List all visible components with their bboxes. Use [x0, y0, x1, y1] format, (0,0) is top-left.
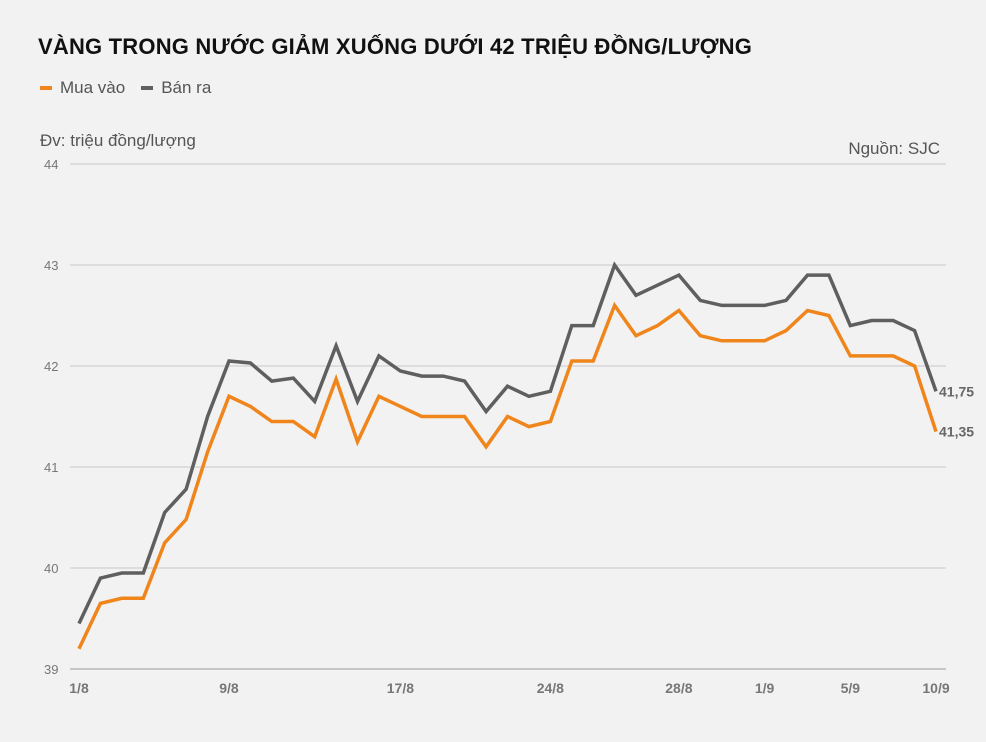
end-labels: 41,35 41,75 [939, 383, 974, 439]
legend-label-sell: Bán ra [161, 78, 212, 97]
end-label-sell: 41,75 [939, 383, 974, 399]
y-tick-label: 41 [44, 460, 58, 475]
x-tick-label: 9/8 [219, 680, 239, 696]
series-line-sell [77, 261, 938, 625]
y-tick-label: 44 [44, 157, 58, 172]
legend-item-buy: Mua vào [40, 78, 125, 98]
series-group [77, 261, 938, 650]
y-tick-label: 40 [44, 561, 58, 576]
x-tick-label: 5/9 [841, 680, 861, 696]
y-tick-label: 39 [44, 662, 58, 677]
series-line-buy [77, 301, 938, 650]
x-axis: 1/8 9/8 17/8 24/8 28/8 1/9 5/9 10/9 [69, 680, 950, 696]
x-tick-label: 1/8 [69, 680, 89, 696]
legend-item-sell: Bán ra [141, 78, 211, 98]
x-tick-label: 17/8 [387, 680, 414, 696]
x-tick-label: 24/8 [537, 680, 564, 696]
source-label: Nguồn: SJC [848, 139, 940, 158]
chart-title: VÀNG TRONG NƯỚC GIẢM XUỐNG DƯỚI 42 TRIỆU… [38, 34, 753, 59]
y-tick-label: 43 [44, 258, 58, 273]
y-axis: 39 40 41 42 43 44 [44, 157, 58, 677]
x-tick-label: 28/8 [665, 680, 692, 696]
grid-lines [70, 163, 946, 670]
legend-swatch-buy [40, 86, 52, 90]
end-label-buy: 41,35 [939, 424, 974, 440]
unit-label: Đv: triệu đồng/lượng [40, 131, 196, 150]
legend-swatch-sell [141, 86, 154, 90]
x-tick-label: 1/9 [755, 680, 775, 696]
legend-label-buy: Mua vào [60, 78, 126, 97]
y-tick-label: 42 [44, 359, 58, 374]
x-tick-label: 10/9 [922, 680, 949, 696]
legend: Mua vào Bán ra [40, 78, 211, 98]
